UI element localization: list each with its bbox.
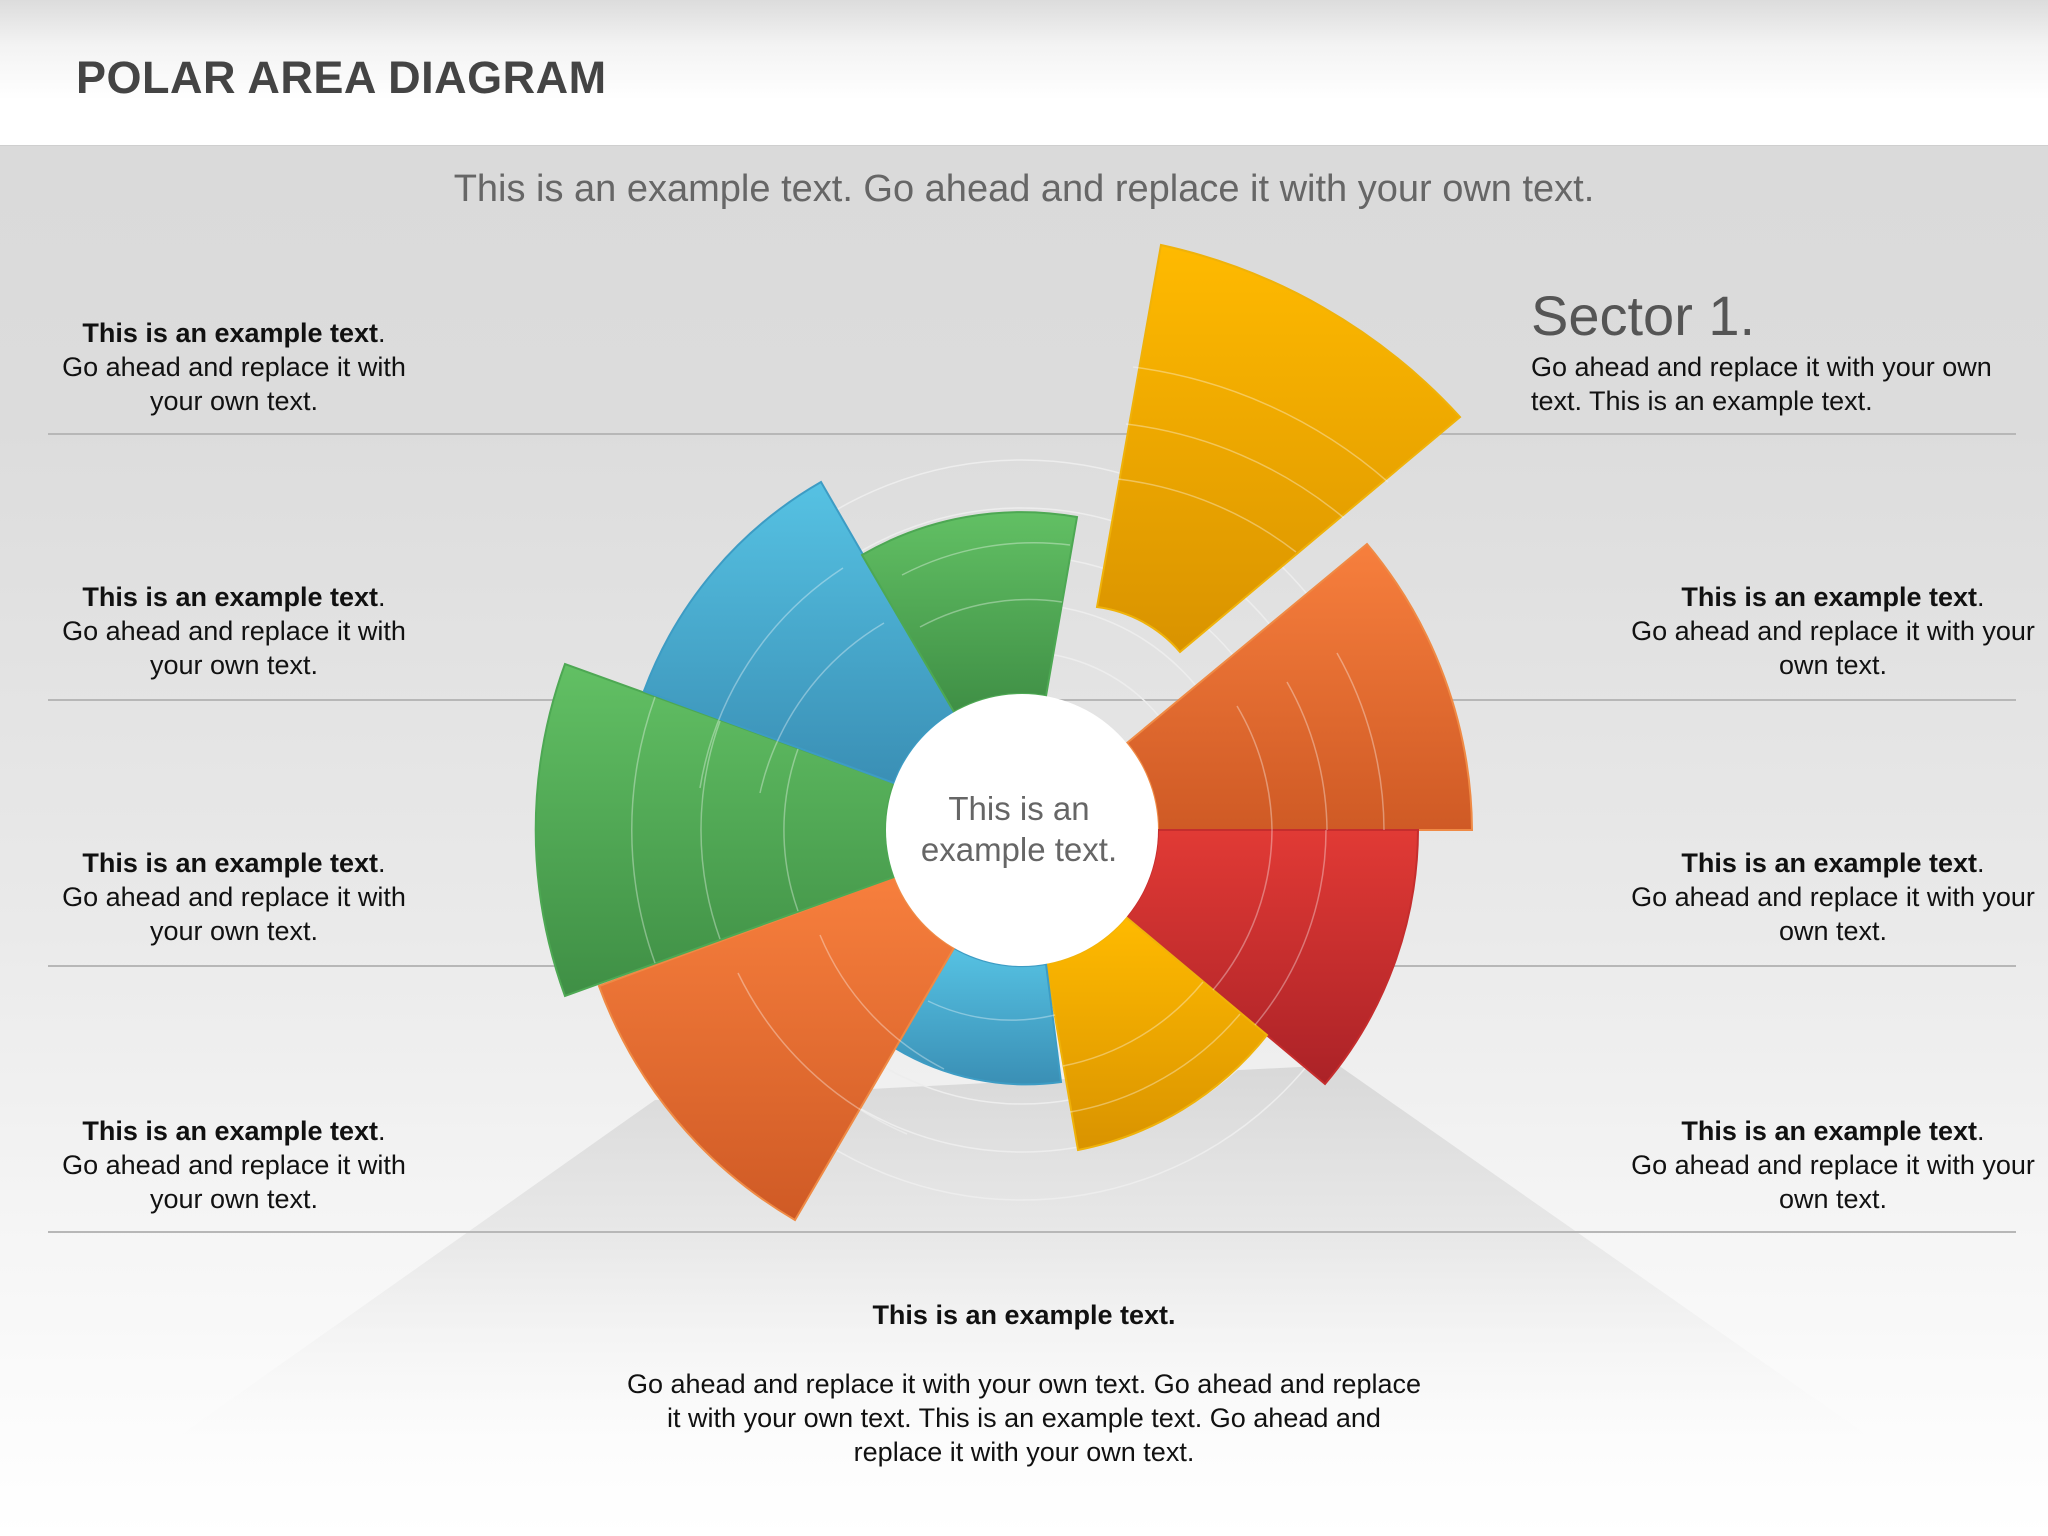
left-block-text: Go ahead and replace it with your own te… [62, 352, 406, 416]
left-block-text: Go ahead and replace it with your own te… [62, 882, 406, 946]
sector-1-title: Sector 1. [1531, 284, 1756, 347]
left-divider-4 [48, 1231, 1048, 1233]
sector-green-top[interactable] [860, 511, 1079, 714]
right-block-period: . [1977, 848, 1985, 878]
page-title: POLAR AREA DIAGRAM [76, 52, 607, 103]
right-divider-3 [1020, 965, 2016, 967]
left-text-block-3: This is an example text. Go ahead and re… [48, 846, 420, 948]
right-block-text: Go ahead and replace it with your own te… [1631, 616, 2035, 680]
left-block-period: . [378, 318, 386, 348]
left-block-period: . [378, 582, 386, 612]
bottom-text: Go ahead and replace it with your own te… [626, 1369, 1421, 1467]
right-block-heading: This is an example text [1681, 582, 1978, 612]
left-block-period: . [378, 1116, 386, 1146]
right-block-text: Go ahead and replace it with your own te… [1631, 1150, 2035, 1214]
sector-orange-right[interactable] [1125, 542, 1474, 831]
sector-ring-lines [631, 366, 1389, 1135]
left-block-heading: This is an example text [82, 318, 379, 348]
left-divider-2 [48, 699, 1048, 701]
subtitle: This is an example text. Go ahead and re… [453, 168, 1595, 210]
right-text-block-3: This is an example text. Go ahead and re… [1624, 1114, 2042, 1216]
right-divider-4 [1020, 1231, 2016, 1233]
left-block-text: Go ahead and replace it with your own te… [62, 1150, 406, 1214]
header-band: POLAR AREA DIAGRAM [0, 0, 2048, 145]
right-block-heading: This is an example text [1681, 848, 1978, 878]
left-block-heading: This is an example text [82, 1116, 379, 1146]
right-block-period: . [1977, 582, 1985, 612]
right-text-block-1: This is an example text. Go ahead and re… [1624, 580, 2042, 682]
center-hole [886, 694, 1158, 966]
sector-1-text: Go ahead and replace it with your own te… [1531, 352, 1992, 416]
right-text-block-2: This is an example text. Go ahead and re… [1624, 846, 2042, 948]
left-divider-3 [48, 965, 1048, 967]
right-divider-2 [1020, 699, 2016, 701]
left-block-heading: This is an example text [82, 582, 379, 612]
right-block-heading: This is an example text [1681, 1116, 1978, 1146]
sector-blue-top[interactable] [642, 480, 956, 785]
left-text-block-4: This is an example text. Go ahead and re… [48, 1114, 420, 1216]
left-block-text: Go ahead and replace it with your own te… [62, 616, 406, 680]
bottom-title: This is an example text. [872, 1300, 1176, 1330]
center-label: This is an example text. [920, 790, 1118, 868]
sector-orange-left[interactable] [597, 875, 956, 1222]
sector-green-left[interactable] [534, 662, 896, 998]
right-block-text: Go ahead and replace it with your own te… [1631, 882, 2035, 946]
left-block-period: . [378, 848, 386, 878]
right-divider-1 [1020, 433, 2016, 435]
left-text-block-1: This is an example text. Go ahead and re… [48, 316, 420, 418]
sector-yellow-top[interactable] [1095, 243, 1462, 654]
right-block-period: . [1977, 1116, 1985, 1146]
left-divider-1 [48, 433, 1048, 435]
left-block-heading: This is an example text [82, 848, 379, 878]
left-text-block-2: This is an example text. Go ahead and re… [48, 580, 420, 682]
